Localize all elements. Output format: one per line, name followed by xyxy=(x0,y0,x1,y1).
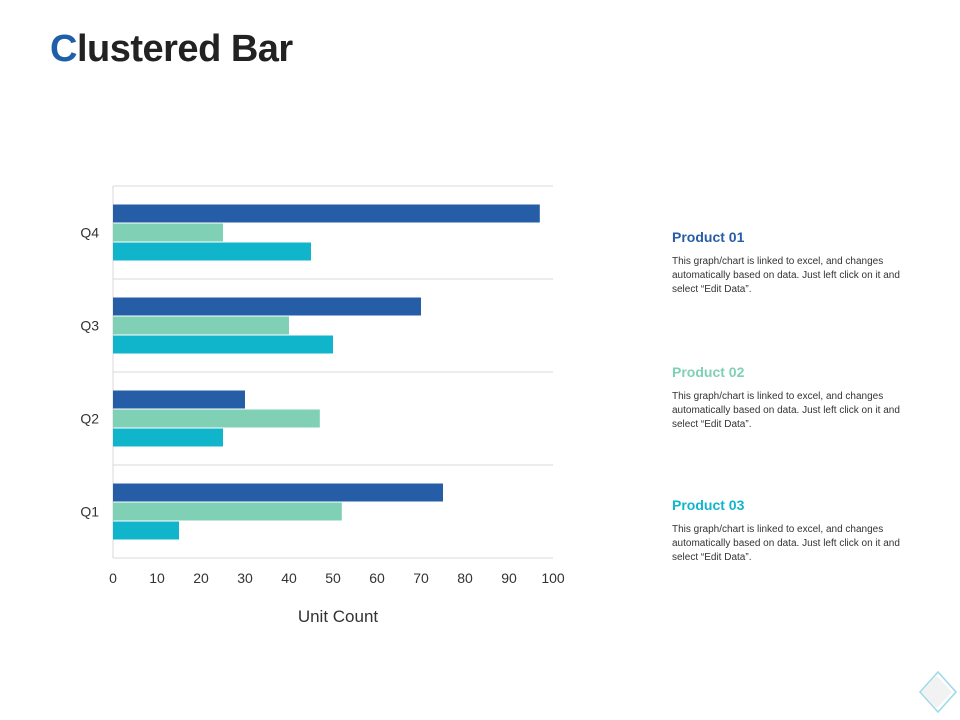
x-tick-label: 60 xyxy=(369,570,385,586)
legend-title: Product 02 xyxy=(672,364,745,380)
x-tick-label: 10 xyxy=(149,570,165,586)
bar-q4-series-1 xyxy=(113,204,540,223)
chart-x-tick-labels: 0 10 20 30 40 50 60 70 80 90 100 xyxy=(109,570,565,586)
page-title: Clustered Bar xyxy=(50,28,293,71)
x-tick-label: 50 xyxy=(325,570,341,586)
x-tick-label: 40 xyxy=(281,570,297,586)
bar-q2-series-2 xyxy=(113,409,320,428)
bar-q3-series-3 xyxy=(113,335,333,354)
bar-q2-series-1 xyxy=(113,390,245,409)
category-label: Q3 xyxy=(80,318,99,334)
legend-title: Product 03 xyxy=(672,497,745,513)
x-tick-label: 20 xyxy=(193,570,209,586)
legend-description: This graph/chart is linked to excel, and… xyxy=(672,256,900,295)
x-tick-label: 100 xyxy=(541,570,565,586)
x-tick-label: 90 xyxy=(501,570,517,586)
legend-product-03: Product 03 This graph/chart is linked to… xyxy=(672,497,912,565)
bar-q1-series-3 xyxy=(113,521,179,540)
page-title-accent-letter: C xyxy=(50,28,77,70)
page-title-rest: lustered Bar xyxy=(76,28,293,70)
bar-q3-series-2 xyxy=(113,316,289,335)
bar-q3-series-1 xyxy=(113,297,421,316)
legend-description: This graph/chart is linked to excel, and… xyxy=(672,391,900,430)
category-label: Q2 xyxy=(80,411,99,427)
x-tick-label: 80 xyxy=(457,570,473,586)
x-tick-label: 70 xyxy=(413,570,429,586)
chart-bars xyxy=(113,204,540,540)
legend-description: This graph/chart is linked to excel, and… xyxy=(672,524,900,563)
bar-q1-series-2 xyxy=(113,502,342,521)
legend-product-01: Product 01 This graph/chart is linked to… xyxy=(672,229,912,297)
bar-q4-series-2 xyxy=(113,223,223,242)
bar-q1-series-1 xyxy=(113,483,443,502)
legend-title: Product 01 xyxy=(672,229,745,245)
x-tick-label: 30 xyxy=(237,570,253,586)
x-tick-label: 0 xyxy=(109,570,117,586)
legend-product-02: Product 02 This graph/chart is linked to… xyxy=(672,364,912,432)
bar-q2-series-3 xyxy=(113,428,223,447)
category-label: Q1 xyxy=(80,504,99,520)
category-label: Q4 xyxy=(80,225,99,241)
diamond-decoration-icon xyxy=(918,670,958,714)
x-axis-title: Unit Count xyxy=(298,607,379,626)
chart-category-labels: Q1 Q2 Q3 Q4 xyxy=(80,225,99,520)
chart-grid xyxy=(112,185,553,559)
bar-q4-series-3 xyxy=(113,242,311,261)
